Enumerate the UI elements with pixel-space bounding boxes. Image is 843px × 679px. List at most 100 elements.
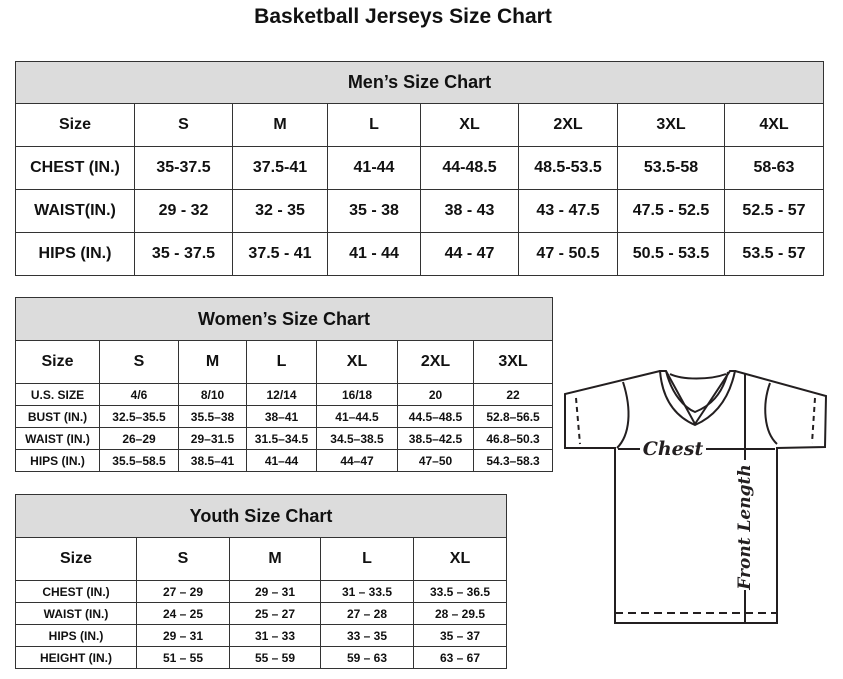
table-cell: 32.5–35.5 [99,405,179,428]
table-cell: 37.5 - 41 [232,232,328,276]
youth-caption: Youth Size Chart [14,494,508,538]
table-cell: 38–41 [246,405,317,428]
right-sleeve-seam [764,382,778,445]
header-cell: XL [420,103,519,147]
row-label: WAIST (IN.) [15,602,137,625]
table-cell: 44 - 47 [420,232,519,276]
table-cell: 50.5 - 53.5 [617,232,725,276]
row-label: WAIST(IN.) [15,189,135,233]
header-row: Size S M L XL 2XL 3XL [15,340,554,384]
womens-size-table: Women’s Size Chart Size S M L XL 2XL 3XL U.S. S… [14,297,554,472]
table-cell: 51 – 55 [136,646,230,669]
table-cell: 59 – 63 [320,646,414,669]
table-cell: 31.5–34.5 [246,427,317,450]
table-cell: 35 – 37 [412,624,508,647]
row-label: HIPS (IN.) [15,232,135,276]
table-cell: 41–44.5 [316,405,398,428]
shirt-outline [564,370,828,624]
table-cell: 28 – 29.5 [412,602,508,625]
header-cell: M [178,340,247,384]
table-row: WAIST (IN.) 26–29 29–31.5 31.5–34.5 34.5–38.… [15,427,554,450]
table-row: HEIGHT (IN.) 51 – 55 55 – 59 59 – 63 63 – 67 [15,646,508,669]
header-cell: XL [316,340,398,384]
table-row: HIPS (IN.) 29 – 31 31 – 33 33 – 35 35 – 37 [15,624,508,647]
table-row: CHEST (IN.) 27 – 29 29 – 31 31 – 33.5 33.5 –… [15,580,508,603]
table-cell: 41–44 [246,449,317,472]
row-label: U.S. SIZE [15,383,100,406]
front-length-label: Front Length [735,464,755,590]
header-cell: S [99,340,179,384]
tshirt-diagram: Chest Front Length [564,370,828,624]
chest-label: Chest [643,438,704,460]
header-row: Size S M L XL [15,537,508,581]
table-row: BUST (IN.) 32.5–35.5 35.5–38 38–41 41–44.5 44… [15,405,554,428]
table-cell: 29 - 32 [134,189,233,233]
table-row: WAIST (IN.) 24 – 25 25 – 27 27 – 28 28 – 29.… [15,602,508,625]
table-row: HIPS (IN.) 35 - 37.5 37.5 - 41 41 - 44 44 - … [15,232,824,276]
header-cell: 2XL [518,103,618,147]
table-row: CHEST (IN.) 35-37.5 37.5-41 41-44 44-48.5 48.… [15,146,824,190]
table-cell: 29–31.5 [178,427,247,450]
header-cell: XL [412,537,508,581]
table-cell: 26–29 [99,427,179,450]
table-cell: 43 - 47.5 [518,189,618,233]
table-cell: 29 – 31 [229,580,321,603]
row-label: HIPS (IN.) [15,449,100,472]
table-cell: 22 [472,383,554,406]
table-cell: 41 - 44 [327,232,421,276]
table-cell: 31 – 33 [229,624,321,647]
table-cell: 34.5–38.5 [316,427,398,450]
table-cell: 54.3–58.3 [472,449,554,472]
table-cell: 8/10 [178,383,247,406]
table-cell: 16/18 [316,383,398,406]
table-cell: 33.5 – 36.5 [412,580,508,603]
mens-caption: Men’s Size Chart [15,61,824,104]
table-cell: 27 – 28 [320,602,414,625]
table-cell: 20 [397,383,474,406]
womens-caption: Women’s Size Chart [14,297,554,341]
table-cell: 31 – 33.5 [320,580,414,603]
table-cell: 24 – 25 [136,602,230,625]
header-cell: M [229,537,321,581]
table-cell: 29 – 31 [136,624,230,647]
table-cell: 44–47 [316,449,398,472]
table-row: WAIST(IN.) 29 - 32 32 - 35 35 - 38 38 - 43 43… [15,189,824,233]
header-cell: L [320,537,414,581]
table-cell: 12/14 [246,383,317,406]
header-cell: 4XL [724,103,824,147]
table-cell: 32 - 35 [232,189,328,233]
table-cell: 52.8–56.5 [472,405,554,428]
header-cell: 3XL [472,340,554,384]
youth-size-table: Youth Size Chart Size S M L XL CHEST (IN.) 27 … [14,494,508,669]
header-cell: S [134,103,233,147]
header-cell: Size [15,340,100,384]
header-cell: M [232,103,328,147]
mens-size-table: Men’s Size Chart Size S M L XL 2XL 3XL 4XL CHEST… [15,61,824,276]
table-cell: 25 – 27 [229,602,321,625]
header-cell: S [136,537,230,581]
row-label: HEIGHT (IN.) [15,646,137,669]
row-label: WAIST (IN.) [15,427,100,450]
table-cell: 44.5–48.5 [397,405,474,428]
row-label: CHEST (IN.) [15,146,135,190]
table-cell: 4/6 [99,383,179,406]
table-cell: 47 - 50.5 [518,232,618,276]
table-cell: 37.5-41 [232,146,328,190]
page-title: Basketball Jerseys Size Chart [254,5,552,28]
header-cell: Size [15,103,135,147]
table-cell: 47.5 - 52.5 [617,189,725,233]
table-cell: 58-63 [724,146,824,190]
row-label: HIPS (IN.) [15,624,137,647]
table-cell: 27 – 29 [136,580,230,603]
left-sleeve-seam [616,381,630,449]
table-cell: 33 – 35 [320,624,414,647]
header-cell: L [327,103,421,147]
header-cell: L [246,340,317,384]
table-cell: 38 - 43 [420,189,519,233]
table-row: HIPS (IN.) 35.5–58.5 38.5–41 41–44 44–47 47–5… [15,449,554,472]
table-cell: 63 – 67 [412,646,508,669]
table-cell: 35.5–38 [178,405,247,428]
header-row: Size S M L XL 2XL 3XL 4XL [15,103,824,147]
table-cell: 38.5–42.5 [397,427,474,450]
table-row: U.S. SIZE 4/6 8/10 12/14 16/18 20 22 [15,383,554,406]
